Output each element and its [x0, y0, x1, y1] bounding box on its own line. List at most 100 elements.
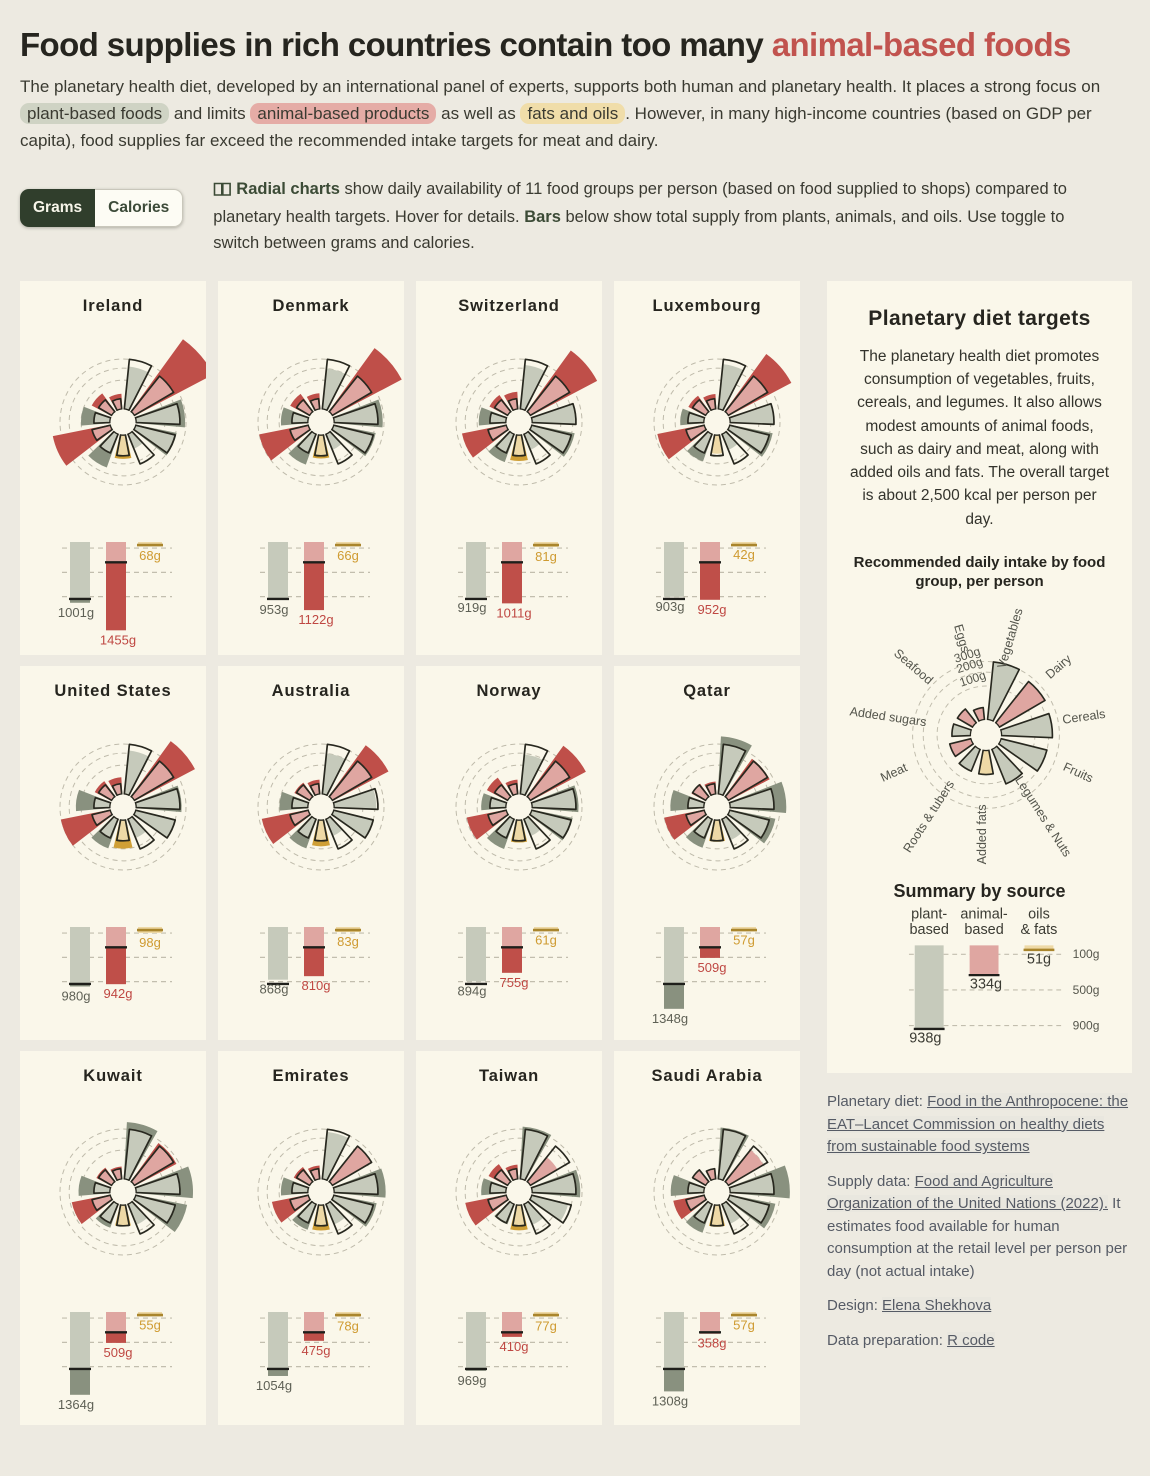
- animal-bar[interactable]: [700, 541, 720, 563]
- wedge-vegetables[interactable]: [123, 358, 153, 412]
- wedge-vegetables[interactable]: [519, 743, 549, 797]
- wedge-added-sugars[interactable]: [75, 789, 112, 811]
- wedge-cereals[interactable]: [134, 1166, 194, 1198]
- radial-chart[interactable]: [218, 1086, 404, 1304]
- plant-bar[interactable]: [914, 945, 944, 1030]
- wedge-vegetables[interactable]: [717, 736, 752, 797]
- wedge-legumes-nuts[interactable]: [127, 815, 155, 850]
- wedge-roots-tubers[interactable]: [958, 745, 981, 772]
- plant-bar[interactable]: [268, 1311, 288, 1369]
- wedge-added-sugars[interactable]: [80, 406, 112, 426]
- plant-bar[interactable]: [664, 1311, 684, 1369]
- wedge-seafood[interactable]: [486, 777, 512, 802]
- plant-bar[interactable]: [466, 926, 486, 982]
- wedge-meat[interactable]: [261, 809, 312, 844]
- wedge-vegetables[interactable]: [519, 1126, 552, 1182]
- wedge-fruits[interactable]: [528, 809, 573, 841]
- wedge-dairy[interactable]: [526, 745, 586, 802]
- animal-bar[interactable]: [969, 945, 999, 976]
- bars-chart[interactable]: 1348g 509g 57g: [614, 919, 800, 1037]
- wedge-added-fats[interactable]: [709, 433, 725, 457]
- wedge-eggs[interactable]: [703, 393, 717, 412]
- wedge-vegetables[interactable]: [717, 1127, 749, 1182]
- wedge-legumes-nuts[interactable]: [523, 815, 551, 850]
- animal-bar[interactable]: [304, 926, 324, 948]
- wedge-meat[interactable]: [259, 424, 312, 461]
- wedge-fruits[interactable]: [997, 737, 1048, 772]
- radial-chart[interactable]: [20, 316, 206, 534]
- wedge-legumes-nuts[interactable]: [523, 1200, 551, 1235]
- animal-bar[interactable]: [304, 541, 324, 563]
- radial-chart[interactable]: [20, 1086, 206, 1304]
- wedge-legumes-nuts[interactable]: [721, 815, 749, 850]
- wedge-vegetables[interactable]: [321, 743, 351, 797]
- wedge-cereals[interactable]: [728, 781, 787, 813]
- wedge-seafood[interactable]: [956, 707, 978, 728]
- wedge-fruits[interactable]: [132, 1194, 188, 1232]
- wedge-meat[interactable]: [71, 1194, 114, 1224]
- oils-bar[interactable]: [732, 1311, 756, 1316]
- wedge-roots-tubers[interactable]: [488, 430, 515, 462]
- wedge-dairy[interactable]: [130, 339, 206, 417]
- radial-chart[interactable]: [614, 316, 800, 534]
- bars-chart[interactable]: 903g 952g 42g: [614, 534, 800, 652]
- wedge-legumes-nuts[interactable]: [127, 1200, 155, 1235]
- wedge-meat[interactable]: [465, 1194, 510, 1226]
- plant-bar[interactable]: [466, 1311, 486, 1369]
- wedge-meat[interactable]: [948, 737, 975, 758]
- wedge-vegetables[interactable]: [717, 358, 747, 412]
- wedge-seafood[interactable]: [290, 393, 314, 417]
- animal-bar[interactable]: [700, 926, 720, 948]
- wedge-eggs[interactable]: [504, 391, 519, 412]
- animal-bar[interactable]: [106, 926, 126, 948]
- wedge-legumes-nuts[interactable]: [721, 430, 749, 465]
- wedge-eggs[interactable]: [307, 779, 321, 797]
- wedge-cereals[interactable]: [134, 785, 182, 812]
- wedge-added-fats[interactable]: [114, 433, 132, 459]
- bars-chart[interactable]: 1001g 1455g 68g: [20, 534, 206, 652]
- wedge-roots-tubers[interactable]: [486, 815, 515, 849]
- wedge-seafood[interactable]: [691, 1168, 710, 1187]
- wedge-roots-tubers[interactable]: [95, 1200, 119, 1228]
- animal-bar[interactable]: [502, 541, 522, 563]
- wedge-added-sugars[interactable]: [279, 791, 310, 811]
- wedge-meat[interactable]: [271, 1194, 312, 1223]
- wedge-seafood[interactable]: [94, 780, 116, 802]
- wedge-meat[interactable]: [466, 809, 510, 840]
- wedge-added-sugars[interactable]: [481, 1178, 508, 1196]
- wedge-added-fats[interactable]: [312, 433, 330, 459]
- wedge-dairy[interactable]: [724, 1145, 769, 1187]
- wedge-dairy[interactable]: [526, 350, 598, 417]
- wedge-meat[interactable]: [657, 424, 708, 460]
- wedge-seafood[interactable]: [293, 1166, 314, 1187]
- plant-bar[interactable]: [664, 926, 684, 984]
- wedge-fruits[interactable]: [528, 424, 575, 457]
- wedge-legumes-nuts[interactable]: [325, 1200, 353, 1235]
- wedge-roots-tubers[interactable]: [685, 1200, 713, 1233]
- wedge-vegetables[interactable]: [123, 743, 153, 797]
- oils-bar[interactable]: [1024, 945, 1054, 951]
- wedge-cereals[interactable]: [530, 1169, 581, 1198]
- wedge-eggs[interactable]: [108, 776, 123, 797]
- bars-chart[interactable]: 969g 410g 77g: [416, 1304, 602, 1422]
- wedge-eggs[interactable]: [505, 779, 519, 797]
- radial-chart[interactable]: [20, 701, 206, 919]
- unit-toggle[interactable]: Grams Calories: [20, 188, 184, 227]
- wedge-cereals[interactable]: [530, 402, 577, 426]
- r-code-link[interactable]: R code: [947, 1331, 995, 1349]
- radial-chart[interactable]: [416, 1086, 602, 1304]
- wedge-seafood[interactable]: [294, 782, 314, 802]
- wedge-added-sugars[interactable]: [280, 407, 310, 426]
- wedge-eggs[interactable]: [505, 1164, 519, 1182]
- wedge-legumes-nuts[interactable]: [127, 430, 155, 465]
- wedge-legumes-nuts[interactable]: [991, 745, 1024, 785]
- wedge-eggs[interactable]: [705, 1167, 717, 1182]
- wedge-meat[interactable]: [60, 809, 114, 846]
- animal-bar[interactable]: [700, 1311, 720, 1333]
- wedge-vegetables[interactable]: [123, 1121, 158, 1182]
- bars-chart[interactable]: 919g 1011g 81g: [416, 534, 602, 652]
- wedge-meat[interactable]: [673, 1194, 708, 1220]
- wedge-added-fats[interactable]: [709, 1203, 725, 1227]
- bars-chart[interactable]: 1054g 475g 78g: [218, 1304, 404, 1422]
